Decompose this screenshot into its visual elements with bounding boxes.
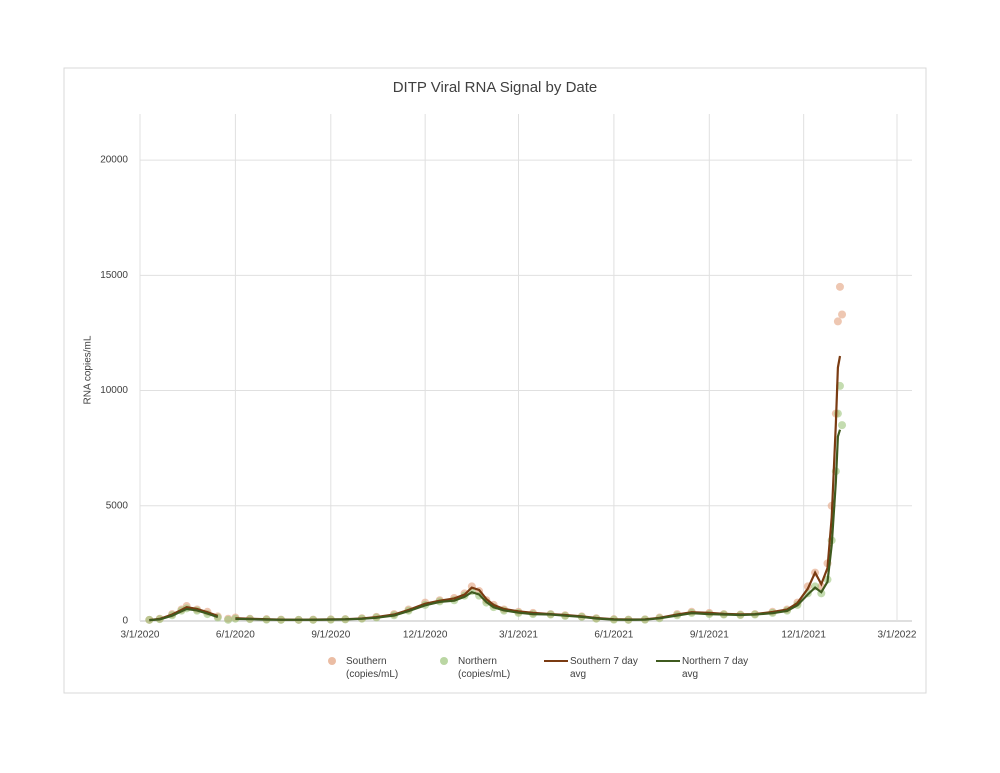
data-point	[224, 615, 233, 624]
x-tick-label: 3/1/2021	[499, 630, 538, 641]
x-tick-label: 12/1/2021	[781, 630, 826, 641]
legend-swatch	[320, 655, 344, 667]
legend-label: Northern 7 day avg	[682, 656, 749, 680]
legend-label: Southern (copies/mL)	[346, 656, 399, 680]
x-tick-label: 12/1/2020	[403, 630, 448, 641]
y-axis-label: RNA copies/mL	[83, 335, 94, 404]
x-tick-label: 6/1/2020	[216, 630, 255, 641]
data-point	[835, 282, 844, 291]
legend-item: Northern (copies/mL)	[432, 655, 526, 681]
x-tick-label: 3/1/2020	[121, 630, 160, 641]
y-tick-label: 15000	[100, 270, 128, 281]
y-tick-label: 0	[122, 616, 128, 627]
data-point	[838, 310, 847, 319]
chart-border	[63, 67, 927, 694]
avg-line	[149, 429, 842, 622]
x-tick-label: 6/1/2021	[594, 630, 633, 641]
x-tick-label: 9/1/2020	[311, 630, 350, 641]
data-point	[833, 317, 842, 326]
x-tick-label: 9/1/2021	[690, 630, 729, 641]
x-tick-label: 3/1/2022	[878, 630, 917, 641]
legend: Southern (copies/mL) Northern (copies/mL)…	[320, 655, 750, 681]
legend-item: Southern (copies/mL)	[320, 655, 414, 681]
data-point	[838, 421, 847, 430]
y-tick-label: 10000	[100, 385, 128, 396]
legend-swatch	[656, 655, 680, 667]
legend-item: Southern 7 day avg	[544, 655, 638, 681]
y-tick-label: 5000	[106, 500, 129, 511]
chart-title: DITP Viral RNA Signal by Date	[393, 79, 598, 96]
legend-swatch	[432, 655, 456, 667]
legend-label: Southern 7 day avg	[570, 656, 638, 680]
legend-item: Northern 7 day avg	[656, 655, 750, 681]
legend-label: Northern (copies/mL)	[458, 656, 511, 680]
y-tick-label: 20000	[100, 155, 128, 166]
legend-swatch	[544, 655, 568, 667]
